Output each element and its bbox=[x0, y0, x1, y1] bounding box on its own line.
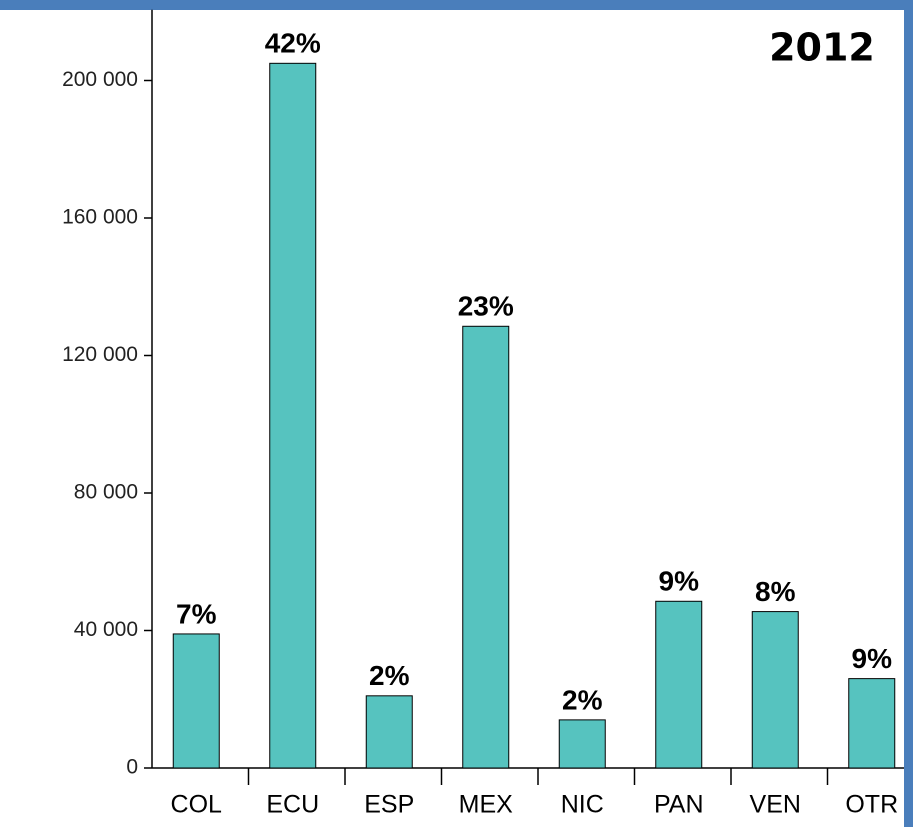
value-annotation: 8% bbox=[755, 576, 796, 607]
value-annotation: 9% bbox=[659, 566, 700, 597]
x-tick-label: OTR bbox=[845, 791, 898, 819]
window-right-border bbox=[904, 0, 913, 827]
window-top-bar bbox=[0, 0, 913, 10]
value-annotation: 23% bbox=[458, 291, 514, 322]
x-tick-label: ECU bbox=[266, 791, 319, 819]
x-tick-label: MEX bbox=[459, 791, 514, 819]
y-tick-label: 200 000 bbox=[62, 68, 138, 91]
bar bbox=[172, 633, 220, 769]
bar bbox=[751, 611, 799, 769]
value-annotation: 42% bbox=[265, 28, 321, 59]
bar bbox=[269, 62, 317, 769]
bar bbox=[848, 678, 896, 769]
x-tick-label: PAN bbox=[654, 791, 704, 819]
bar bbox=[365, 695, 413, 769]
x-tick-label: ESP bbox=[364, 791, 414, 819]
bar bbox=[655, 600, 703, 769]
y-tick-label: 120 000 bbox=[62, 343, 138, 366]
value-annotation: 7% bbox=[176, 598, 217, 629]
value-annotation: 9% bbox=[852, 643, 893, 674]
y-tick-label: 0 bbox=[126, 756, 138, 779]
value-annotation: 2% bbox=[562, 684, 603, 715]
y-tick-label: 40 000 bbox=[74, 618, 138, 641]
bar bbox=[558, 719, 606, 769]
y-tick-label: 160 000 bbox=[62, 206, 138, 229]
chart-title: 2012 bbox=[769, 26, 875, 70]
x-tick-label: COL bbox=[171, 791, 223, 819]
x-tick-label: NIC bbox=[561, 791, 604, 819]
y-tick-label: 80 000 bbox=[74, 481, 138, 504]
bar bbox=[462, 325, 510, 769]
x-tick-label: VEN bbox=[750, 791, 801, 819]
value-annotation: 2% bbox=[369, 660, 410, 691]
